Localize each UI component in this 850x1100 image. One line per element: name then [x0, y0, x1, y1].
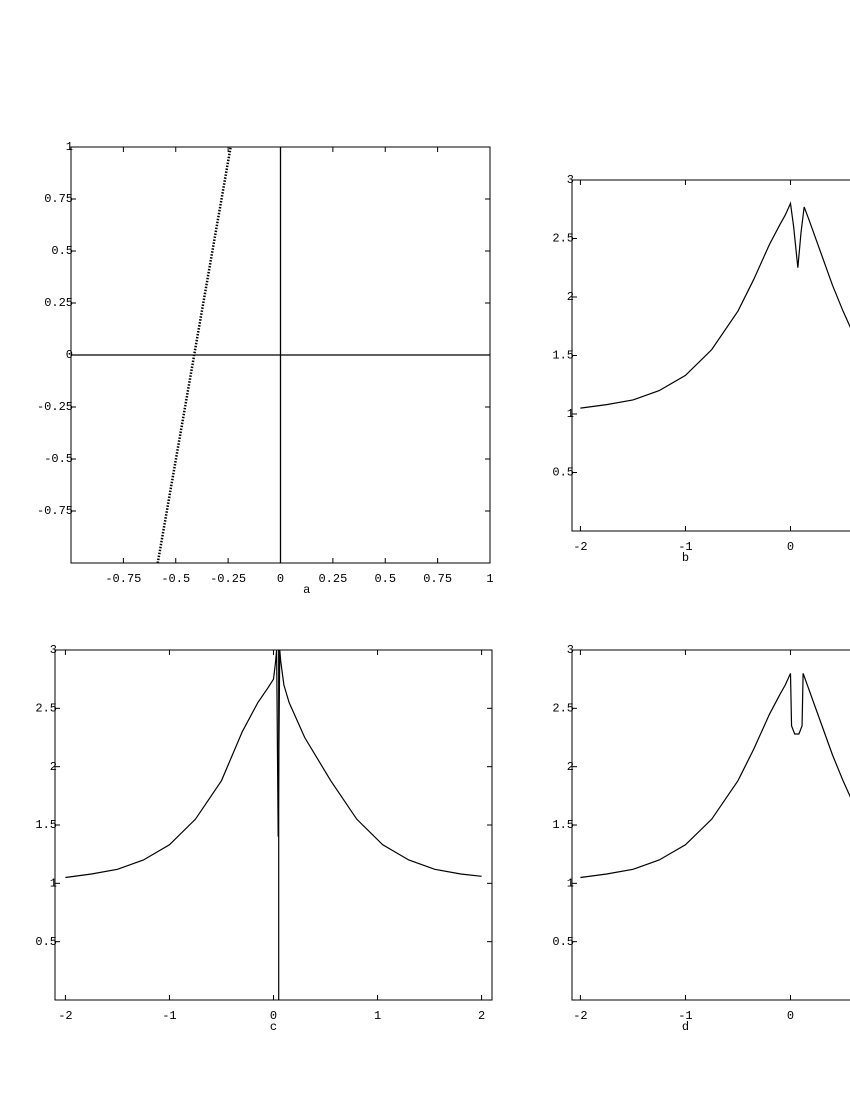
y-tick-label: 3 [50, 643, 57, 657]
x-tick-label: 0.75 [423, 572, 452, 586]
y-tick-label: 1 [567, 877, 574, 891]
y-tick-label: 0.5 [552, 935, 574, 949]
y-tick-label: 2 [567, 290, 574, 304]
y-tick-label: 3 [567, 173, 574, 187]
y-tick-label: 1.5 [552, 349, 574, 363]
y-tick-label: 1 [50, 877, 57, 891]
x-tick-label: 0 [277, 572, 284, 586]
x-tick-label: -1 [678, 540, 692, 554]
data-line [65, 649, 482, 879]
plot-frame [54, 649, 493, 1001]
x-tick-label: 1 [486, 572, 493, 586]
y-tick-label: 1 [66, 140, 73, 154]
y-tick-label: 2.5 [35, 702, 57, 716]
plot-frame [571, 179, 850, 532]
y-tick-label: 2.5 [552, 232, 574, 246]
x-tick-label: -1 [678, 1009, 692, 1023]
data-line [580, 673, 850, 879]
y-tick-label: 0.5 [552, 466, 574, 480]
y-tick-label: -0.25 [37, 400, 73, 414]
x-tick-label: -2 [573, 1009, 587, 1023]
x-tick-label: 0 [787, 1009, 794, 1023]
y-tick-label: 0.5 [35, 935, 57, 949]
y-tick-label: 1 [567, 407, 574, 421]
x-tick-label: 2 [478, 1009, 485, 1023]
x-tick-label: -2 [58, 1009, 72, 1023]
y-tick-label: 0 [66, 348, 73, 362]
x-axis-label: b [682, 551, 689, 565]
y-tick-label: 0.5 [51, 244, 73, 258]
data-line [156, 146, 232, 564]
y-tick-label: 1.5 [35, 818, 57, 832]
y-tick-label: 0.75 [44, 192, 73, 206]
x-tick-label: 1 [374, 1009, 381, 1023]
x-tick-label: -0.25 [210, 572, 246, 586]
x-tick-label: -0.5 [161, 572, 190, 586]
x-tick-label: 0 [270, 1009, 277, 1023]
x-tick-label: 0.25 [318, 572, 347, 586]
y-tick-label: -0.5 [44, 452, 73, 466]
y-tick-label: 2 [567, 760, 574, 774]
y-tick-label: 2.5 [552, 702, 574, 716]
x-axis-label: c [270, 1020, 277, 1034]
y-tick-label: -0.75 [37, 504, 73, 518]
x-axis-label: d [682, 1020, 689, 1034]
data-line [580, 201, 850, 409]
plot-frame [571, 649, 850, 1001]
y-tick-label: 2 [50, 760, 57, 774]
x-tick-label: 0 [787, 540, 794, 554]
x-tick-label: -1 [162, 1009, 176, 1023]
y-tick-label: 3 [567, 643, 574, 657]
x-tick-label: -0.75 [105, 572, 141, 586]
x-tick-label: 0.5 [374, 572, 396, 586]
x-axis-label: a [303, 583, 310, 597]
x-tick-label: -2 [573, 540, 587, 554]
y-tick-label: 1.5 [552, 818, 574, 832]
y-tick-label: 0.25 [44, 296, 73, 310]
